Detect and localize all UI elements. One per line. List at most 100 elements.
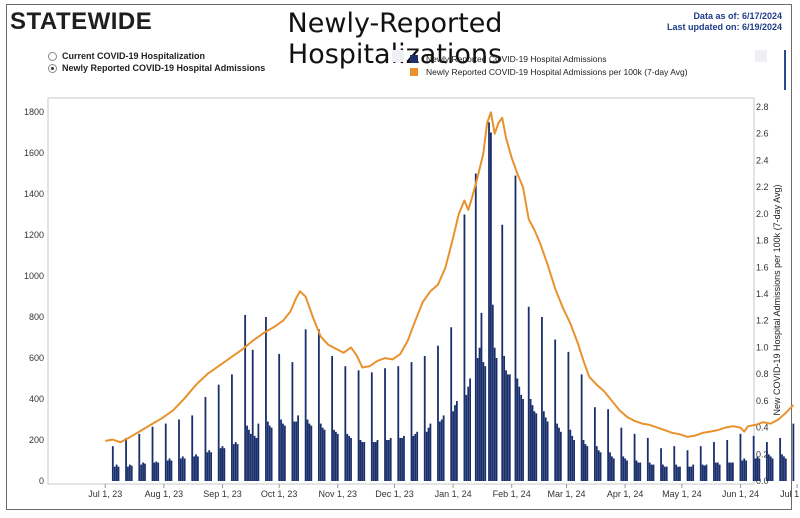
admission-bar xyxy=(677,466,679,481)
admission-bar xyxy=(484,366,487,481)
y2-tick-label: 2.2 xyxy=(756,182,769,192)
admission-bar xyxy=(429,423,432,481)
x-tick-label: Oct 1, 23 xyxy=(261,489,298,499)
admission-bar xyxy=(478,347,481,481)
admission-bar xyxy=(490,132,492,481)
admission-bar xyxy=(546,421,549,481)
admission-bar xyxy=(741,460,744,481)
admission-bar xyxy=(306,419,309,481)
radio-selected-icon[interactable] xyxy=(48,63,57,73)
admission-bar xyxy=(474,173,477,481)
y2-tick-label: 0.6 xyxy=(756,396,769,406)
admission-bar xyxy=(688,466,691,481)
admission-bar xyxy=(758,458,761,481)
admission-bar xyxy=(164,423,167,481)
legend-item-line[interactable]: Newly Reported COVID-19 Hospital Admissi… xyxy=(410,65,688,78)
admission-bar xyxy=(257,423,260,481)
admission-bar xyxy=(157,462,160,481)
admission-bar xyxy=(268,425,271,481)
admission-bar xyxy=(567,351,570,481)
admission-bar xyxy=(231,374,233,481)
x-tick-label: Jan 1, 24 xyxy=(435,489,472,499)
admission-bar xyxy=(726,440,729,481)
admission-bar xyxy=(438,421,441,481)
admission-bar xyxy=(612,458,615,481)
admission-bar xyxy=(582,440,585,481)
radio-current-hospitalization[interactable]: Current COVID-19 Hospitalization xyxy=(48,51,205,61)
admission-bar xyxy=(437,345,439,481)
admission-bar xyxy=(219,448,222,481)
y-tick-label: 400 xyxy=(29,394,44,404)
admission-bar xyxy=(488,122,490,481)
right-axis-label: New COVID-19 Hospital Admissions per 100… xyxy=(772,185,782,416)
data-as-of: Data as of: 6/17/2024 xyxy=(693,11,782,21)
admission-bar xyxy=(204,396,207,481)
admission-bar xyxy=(620,427,623,481)
admission-bar xyxy=(718,464,721,481)
x-tick-label: Jul 1, 24 xyxy=(780,489,800,499)
legend-spacer-box xyxy=(755,50,767,62)
admission-bar xyxy=(196,456,199,481)
x-tick-label: Aug 1, 23 xyxy=(145,489,184,499)
admission-bar xyxy=(533,411,536,481)
admission-bar xyxy=(633,433,636,481)
admission-bar xyxy=(142,462,144,481)
admission-bar xyxy=(593,407,596,481)
admission-bar xyxy=(384,368,386,481)
y-tick-label: 600 xyxy=(29,353,44,363)
x-tick-label: Feb 1, 24 xyxy=(493,489,531,499)
admission-bar xyxy=(166,460,169,481)
admission-bar xyxy=(514,175,517,482)
admission-bar xyxy=(507,374,509,481)
admission-bar xyxy=(767,454,770,481)
admission-bar xyxy=(501,224,504,481)
admission-bar xyxy=(610,456,613,481)
admission-bar xyxy=(783,456,785,481)
admission-bar xyxy=(766,442,768,481)
admission-bar xyxy=(410,362,413,481)
scroll-indicator[interactable] xyxy=(784,50,786,90)
radio-empty-icon[interactable] xyxy=(48,51,57,61)
legend-bar-swatch xyxy=(410,54,418,63)
admission-bar xyxy=(665,466,668,481)
admission-bar xyxy=(639,462,642,481)
admission-bar xyxy=(179,458,182,481)
admission-bar xyxy=(714,462,717,481)
admission-bar xyxy=(493,347,496,481)
admission-bar xyxy=(359,440,362,481)
admission-bar xyxy=(716,462,719,481)
admission-bar xyxy=(450,327,453,481)
radio-newly-reported[interactable]: Newly Reported COVID-19 Hospital Admissi… xyxy=(48,63,265,73)
admission-bar xyxy=(138,433,141,481)
y-tick-label: 1800 xyxy=(24,107,44,117)
admission-bar xyxy=(535,413,538,481)
admission-bar xyxy=(663,466,666,481)
admission-bar xyxy=(703,465,706,481)
chart-legend: Newly Reported COVID-19 Hospital Admissi… xyxy=(410,52,688,78)
y2-tick-label: 0.2 xyxy=(756,449,769,459)
x-tick-label: Jun 1, 24 xyxy=(722,489,759,499)
admission-bar xyxy=(144,463,146,481)
admission-bar xyxy=(423,355,426,481)
admission-bar xyxy=(265,317,267,481)
radio-newly-label: Newly Reported COVID-19 Hospital Admissi… xyxy=(62,63,266,73)
admission-bar xyxy=(440,419,443,481)
legend-item-bars[interactable]: Newly Reported COVID-19 Hospital Admissi… xyxy=(410,52,688,65)
admission-bar xyxy=(467,386,470,481)
admission-bar xyxy=(652,464,655,481)
admission-bar xyxy=(699,446,702,481)
admission-bar xyxy=(756,456,759,481)
admission-bar xyxy=(361,442,364,481)
y-tick-label: 1000 xyxy=(24,271,44,281)
admission-bar xyxy=(278,353,281,481)
y2-tick-label: 1.8 xyxy=(756,236,769,246)
admission-bar xyxy=(370,372,373,481)
admission-bar xyxy=(584,444,587,481)
admission-bar xyxy=(386,440,388,481)
admission-bar xyxy=(291,362,294,481)
admission-bar xyxy=(731,462,734,481)
admission-bar xyxy=(266,421,269,481)
admission-bar xyxy=(648,462,651,481)
admission-bar xyxy=(679,466,681,481)
admission-bar xyxy=(784,458,787,481)
